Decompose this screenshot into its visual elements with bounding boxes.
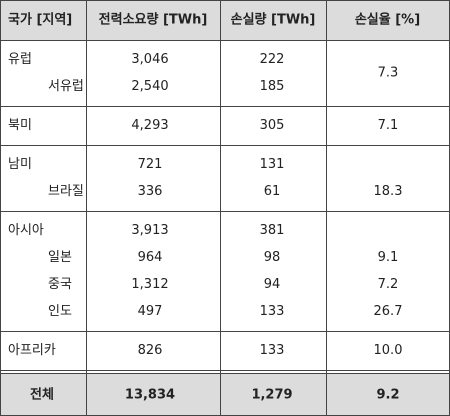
header-cell: 손실량 [TWh] <box>231 12 316 28</box>
consumption: 964 <box>138 250 163 265</box>
loss-rate: 26.7 <box>374 304 403 319</box>
loss-rate: 7.1 <box>378 118 399 133</box>
header-cell: 손실율 [%] <box>355 12 420 28</box>
consumption: 721 <box>138 157 163 172</box>
consumption: 2,540 <box>131 79 168 94</box>
loss: 131 <box>260 157 285 172</box>
loss: 305 <box>260 118 285 133</box>
consumption: 336 <box>138 184 163 199</box>
region: 브라질 <box>48 184 84 199</box>
loss: 381 <box>260 223 285 238</box>
loss: 61 <box>264 184 281 199</box>
region: 아프리카 <box>8 343 56 358</box>
header-cell: 국가 [지역] <box>8 12 72 28</box>
consumption: 4,293 <box>131 118 168 133</box>
total-cell: 9.2 <box>376 388 399 403</box>
region: 남미 <box>8 157 32 172</box>
loss: 222 <box>260 52 285 67</box>
total-cell: 1,279 <box>251 388 292 403</box>
loss: 133 <box>260 343 285 358</box>
region: 유럽 <box>8 52 32 67</box>
loss: 94 <box>264 277 281 292</box>
consumption: 497 <box>138 304 163 319</box>
loss-rate: 7.3 <box>378 66 399 81</box>
consumption: 3,913 <box>131 223 168 238</box>
loss-rate: 7.2 <box>378 277 399 292</box>
loss-rate: 18.3 <box>374 184 403 199</box>
region: 중국 <box>48 277 72 292</box>
region: 일본 <box>48 250 72 265</box>
total-bg <box>0 373 450 416</box>
loss: 133 <box>260 304 285 319</box>
loss: 185 <box>260 79 285 94</box>
loss: 98 <box>264 250 281 265</box>
header-cell: 전력소요량 [TWh] <box>99 12 208 28</box>
region: 북미 <box>8 118 32 133</box>
region: 서유럽 <box>48 79 84 94</box>
consumption: 826 <box>138 343 163 358</box>
loss-rate: 9.1 <box>378 250 399 265</box>
consumption: 3,046 <box>131 52 168 67</box>
region: 인도 <box>48 304 72 319</box>
region: 아시아 <box>8 223 44 238</box>
total-cell: 전체 <box>30 387 54 403</box>
loss-rate: 10.0 <box>374 343 403 358</box>
total-cell: 13,834 <box>125 388 175 403</box>
consumption: 1,312 <box>131 277 168 292</box>
header-bg <box>0 0 450 41</box>
